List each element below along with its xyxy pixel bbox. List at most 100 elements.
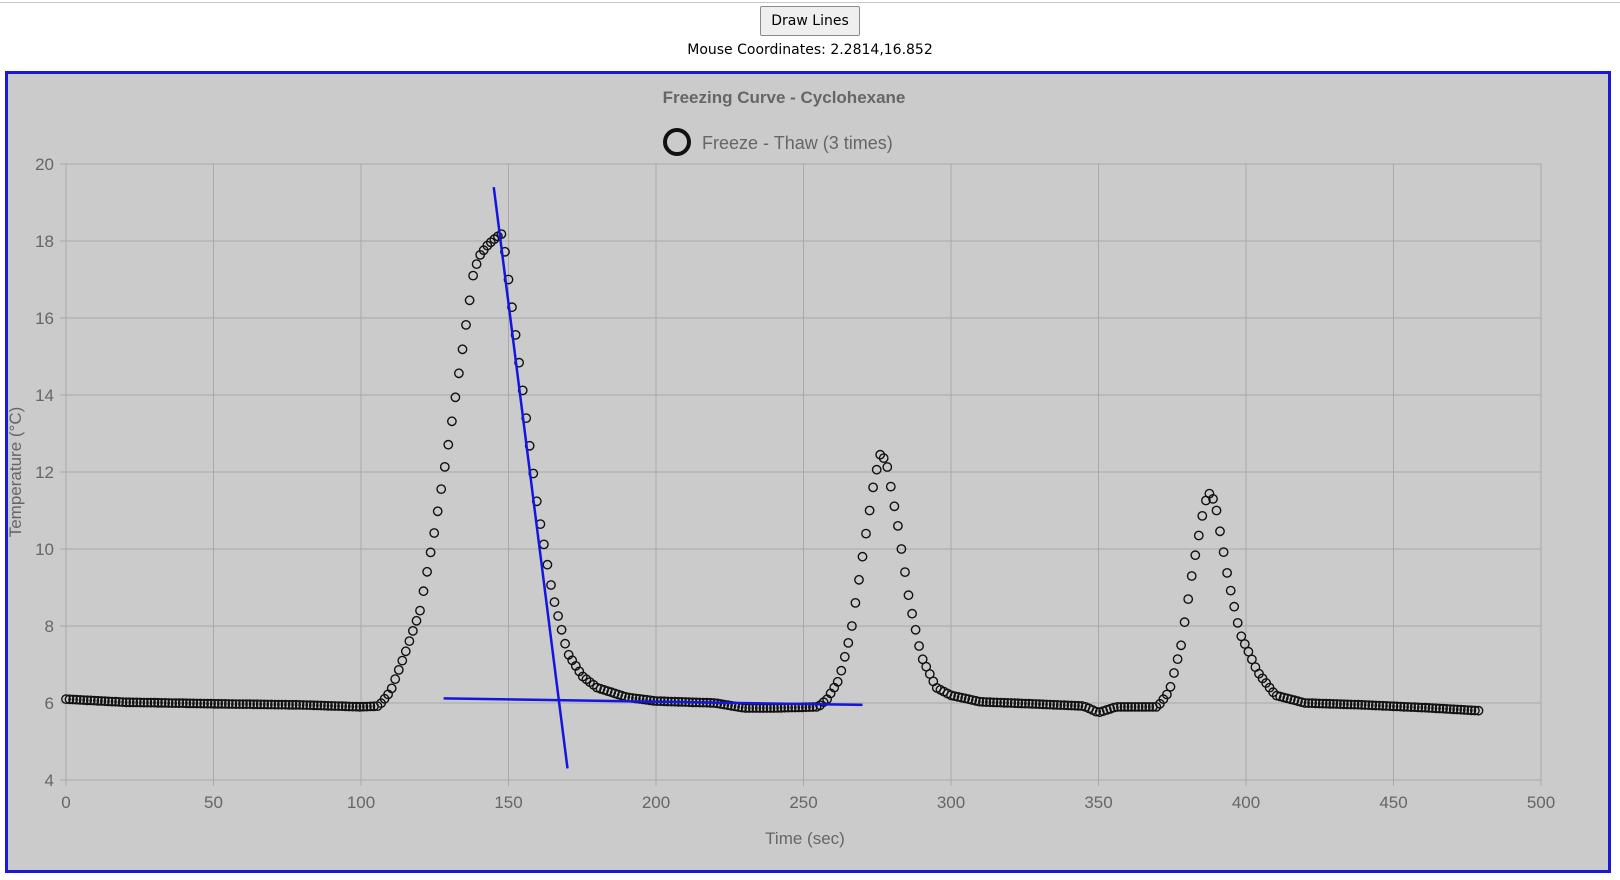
mouse-coordinates-label: Mouse Coordinates: [687, 42, 826, 58]
data-point [857, 551, 868, 562]
data-point [468, 270, 478, 281]
data-point [1059, 700, 1070, 711]
data-point [1027, 699, 1038, 709]
data-point [276, 699, 287, 710]
data-point [163, 698, 174, 708]
data-point [1431, 703, 1441, 714]
data-point [354, 701, 365, 712]
data-point [245, 699, 256, 710]
data-point [227, 699, 238, 709]
data-point [1165, 681, 1176, 692]
data-point [847, 621, 857, 631]
data-point [1190, 550, 1201, 561]
data-point [273, 699, 284, 710]
data-point [1370, 700, 1381, 711]
data-point [255, 699, 266, 710]
data-point [411, 615, 422, 626]
data-point [170, 698, 181, 708]
data-point [1183, 594, 1194, 604]
data-point [308, 700, 319, 711]
data-point [1169, 668, 1179, 678]
data-point [1172, 654, 1183, 664]
data-point [230, 699, 241, 709]
data-point [1215, 526, 1225, 537]
data-point [985, 697, 995, 708]
data-point [832, 676, 843, 687]
data-point [425, 547, 436, 558]
data-point [1335, 699, 1346, 710]
data-point [1070, 700, 1080, 711]
data-point [75, 695, 86, 705]
data-point [407, 626, 418, 636]
x-tick-label: 100 [347, 793, 375, 812]
data-point [1328, 699, 1339, 709]
grid [60, 163, 1542, 786]
data-point [1346, 699, 1356, 710]
data-point [216, 699, 227, 709]
y-tick-label: 14 [35, 386, 54, 405]
data-point [337, 701, 347, 712]
data-point [999, 697, 1009, 708]
data-point [418, 586, 429, 597]
data-point [1162, 689, 1172, 700]
data-point [1133, 702, 1144, 712]
data-point [1470, 705, 1480, 716]
data-point [1434, 703, 1445, 714]
data-point [549, 597, 560, 607]
data-point [1339, 699, 1349, 710]
data-point [1144, 702, 1155, 712]
data-point [1402, 702, 1413, 712]
data-point [82, 695, 93, 706]
data-point [1176, 640, 1187, 651]
data-point [1229, 601, 1240, 612]
data-point [192, 698, 202, 709]
data-point [839, 651, 850, 662]
data-point [539, 539, 549, 550]
data-point [981, 697, 992, 707]
y-tick-label: 12 [35, 463, 54, 482]
data-point [1310, 698, 1321, 709]
data-point [1307, 698, 1318, 709]
draw-lines-button[interactable]: Draw Lines [760, 6, 860, 36]
legend[interactable]: Freeze - Thaw (3 times) [663, 128, 893, 156]
data-point [1448, 704, 1459, 715]
data-point [71, 694, 82, 705]
data-point [560, 638, 570, 649]
data-point [284, 699, 294, 710]
data-point [542, 559, 553, 570]
data-point [323, 700, 333, 711]
data-point [967, 695, 978, 705]
data-point [64, 694, 75, 705]
y-tick-label: 10 [35, 540, 54, 559]
y-axis-ticks: 4 6 8 10 12 14 16 18 20 [35, 155, 54, 790]
data-point [631, 693, 641, 704]
data-point [294, 700, 305, 710]
data-point [1108, 702, 1119, 713]
chart-frame[interactable]: Freezing Curve - Cyclohexane Freeze - Th… [5, 71, 1611, 873]
data-point [1441, 704, 1452, 714]
data-point [156, 698, 167, 708]
data-point [1222, 567, 1233, 578]
data-point [1239, 639, 1250, 649]
data-point [167, 698, 178, 708]
data-point [188, 698, 199, 709]
data-point [471, 259, 482, 270]
y-tick-label: 16 [35, 309, 54, 328]
data-point [305, 700, 316, 711]
data-point [1300, 698, 1310, 708]
x-tick-label: 200 [642, 793, 670, 812]
data-point [1473, 705, 1484, 716]
data-point [365, 701, 376, 712]
freezing-curve-chart[interactable]: Freezing Curve - Cyclohexane Freeze - Th… [8, 74, 1608, 870]
data-point [1455, 704, 1466, 715]
data-point [1034, 699, 1045, 710]
y-tick-label: 20 [35, 155, 54, 174]
data-point [252, 699, 263, 710]
data-point [453, 368, 464, 379]
data-point [1130, 702, 1141, 712]
data-point [1416, 702, 1427, 713]
data-point [1314, 698, 1325, 709]
data-point [110, 696, 121, 707]
data-point [861, 528, 871, 539]
data-point [61, 694, 71, 704]
